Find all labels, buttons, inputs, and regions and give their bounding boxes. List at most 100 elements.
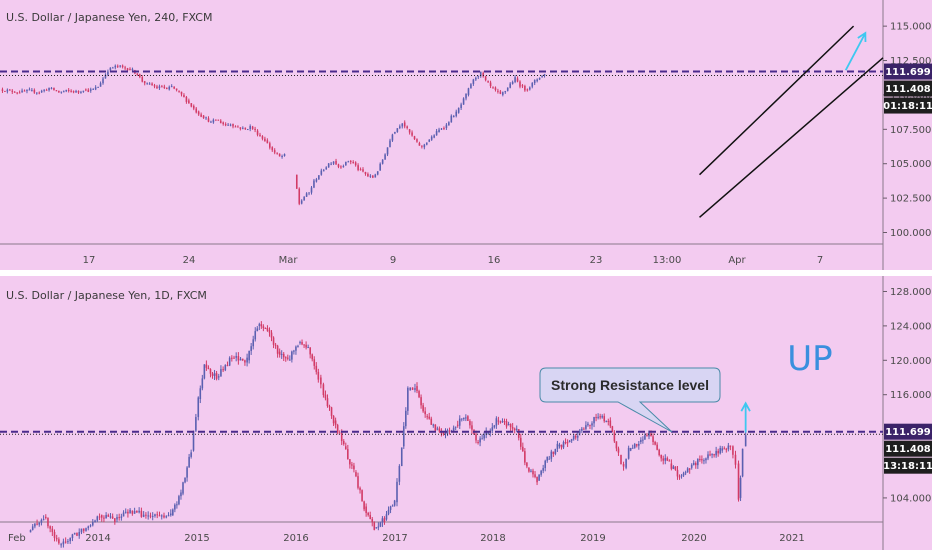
top-candle-countdown-tag-bg xyxy=(884,97,932,114)
bottom-candle-body xyxy=(103,517,105,519)
bottom-candle-body xyxy=(418,391,420,398)
bottom-candle-body xyxy=(211,373,214,376)
bottom-candle-body xyxy=(349,459,351,465)
top-candle-body xyxy=(232,123,234,127)
bottom-candle-body xyxy=(717,450,719,454)
top-pane-title: U.S. Dollar / Japanese Yen, 240, FXCM xyxy=(6,11,212,24)
bottom-candle-body xyxy=(609,420,612,427)
top-candle-body xyxy=(45,89,48,91)
bottom-candle-body xyxy=(359,487,361,491)
bottom-candle-body xyxy=(178,496,180,505)
top-target-arrow-head xyxy=(857,31,867,43)
bottom-candle-body xyxy=(78,532,81,536)
bottom-candle-body xyxy=(509,424,512,428)
top-candle-body xyxy=(487,81,489,83)
bottom-candle-body xyxy=(176,504,178,506)
top-candle-body xyxy=(408,129,411,133)
top-candle-body xyxy=(511,81,514,84)
bottom-candle-body xyxy=(666,458,669,461)
bottom-candle-body xyxy=(154,514,156,517)
top-x-tick-label: Apr xyxy=(728,255,746,266)
pane-separator[interactable] xyxy=(0,270,932,276)
top-candle-body xyxy=(205,117,207,119)
bottom-candle-body xyxy=(122,512,125,517)
top-candle-body xyxy=(183,94,185,98)
top-candle-body xyxy=(170,86,173,88)
bottom-candle-body xyxy=(566,442,569,444)
channel-lower-line[interactable] xyxy=(699,57,884,218)
bottom-x-tick-label: 2021 xyxy=(779,533,804,544)
bottom-time-scale[interactable]: Feb 2014 2015 2016 2017 2018 2019 2020 2021 xyxy=(8,533,805,544)
bottom-candle-body xyxy=(465,417,467,419)
bottom-candle-body xyxy=(163,515,165,518)
top-target-arrow-shaft[interactable] xyxy=(844,32,867,71)
bottom-candle-body xyxy=(330,407,333,416)
top-candle-body xyxy=(470,84,472,89)
bottom-candle-body xyxy=(71,534,74,539)
top-candlestick-series xyxy=(1,64,546,206)
bottom-candle-body xyxy=(532,470,534,475)
bottom-candle-body xyxy=(405,410,407,427)
bottom-candle-body xyxy=(303,344,305,346)
top-candle-body xyxy=(65,90,68,92)
bottom-x-tick-label: 2017 xyxy=(382,533,407,544)
top-candle-body xyxy=(72,91,75,93)
top-candle-body xyxy=(21,90,23,93)
top-candle-body xyxy=(229,124,232,126)
bottom-candle-body xyxy=(387,509,390,515)
bottom-candle-body xyxy=(694,463,697,466)
top-y-tick-label: 112.500 xyxy=(890,56,931,67)
bottom-candle-body xyxy=(328,406,331,408)
bottom-candle-body xyxy=(715,450,717,456)
bottom-candle-body xyxy=(297,345,299,347)
top-candle-body xyxy=(163,86,166,88)
top-candle-body xyxy=(195,108,198,113)
bottom-y-tick-label: 120.000 xyxy=(890,356,931,367)
callout-text: Strong Resistance level xyxy=(551,377,709,393)
bottom-candle-body xyxy=(668,460,671,462)
resistance-callout[interactable]: Strong Resistance level xyxy=(539,367,721,433)
bottom-candle-body xyxy=(96,516,99,521)
top-candle-body xyxy=(266,140,269,144)
top-candle-body xyxy=(499,91,502,94)
top-time-scale[interactable]: 17 24 Mar 9 16 23 13:00 Apr 7 xyxy=(83,255,824,266)
bottom-candle-body xyxy=(400,447,403,467)
top-candle-body xyxy=(281,156,283,158)
bottom-candle-body xyxy=(477,442,479,444)
bottom-candle-body xyxy=(167,515,170,517)
bottom-candle-body xyxy=(407,387,409,411)
bottom-price-scale[interactable]: 128.000 124.000 120.000 116.000 104.000 xyxy=(883,287,931,504)
top-resistance-price-tag-bg xyxy=(884,63,932,80)
top-candle-body xyxy=(9,89,11,91)
bottom-resistance-price-tag: 111.699 xyxy=(885,427,931,438)
top-y-tick-label: 115.000 xyxy=(890,22,931,33)
bottom-candle-body xyxy=(688,468,691,470)
bottom-candle-body xyxy=(593,417,595,424)
bottom-candle-body xyxy=(434,424,437,431)
bottom-candle-body xyxy=(414,388,416,390)
bottom-candle-body xyxy=(254,331,257,340)
bottom-candle-body xyxy=(355,472,357,477)
bottom-candle-body xyxy=(85,528,87,531)
bottom-candle-body xyxy=(428,416,431,419)
bottom-candle-body xyxy=(224,365,227,371)
top-candle-countdown-tag: 01:18:11 xyxy=(883,101,932,112)
top-candle-body xyxy=(215,119,217,121)
top-candle-body xyxy=(112,67,114,69)
bottom-candle-body xyxy=(707,454,709,459)
channel-upper-line[interactable] xyxy=(699,25,855,176)
bottom-candle-body xyxy=(631,447,634,449)
top-candle-body xyxy=(11,90,14,92)
bottom-candle-body xyxy=(174,504,176,510)
bottom-candle-body xyxy=(324,394,327,399)
bottom-candle-body xyxy=(463,417,465,419)
bottom-candle-body xyxy=(338,432,341,434)
top-candle-body xyxy=(261,136,264,139)
bottom-y-tick-label: 104.000 xyxy=(890,493,931,504)
top-candle-body xyxy=(320,170,323,175)
bottom-candle-body xyxy=(732,446,734,455)
top-candle-body xyxy=(300,200,303,204)
top-candle-body xyxy=(202,115,205,119)
bottom-candle-body xyxy=(544,460,547,469)
